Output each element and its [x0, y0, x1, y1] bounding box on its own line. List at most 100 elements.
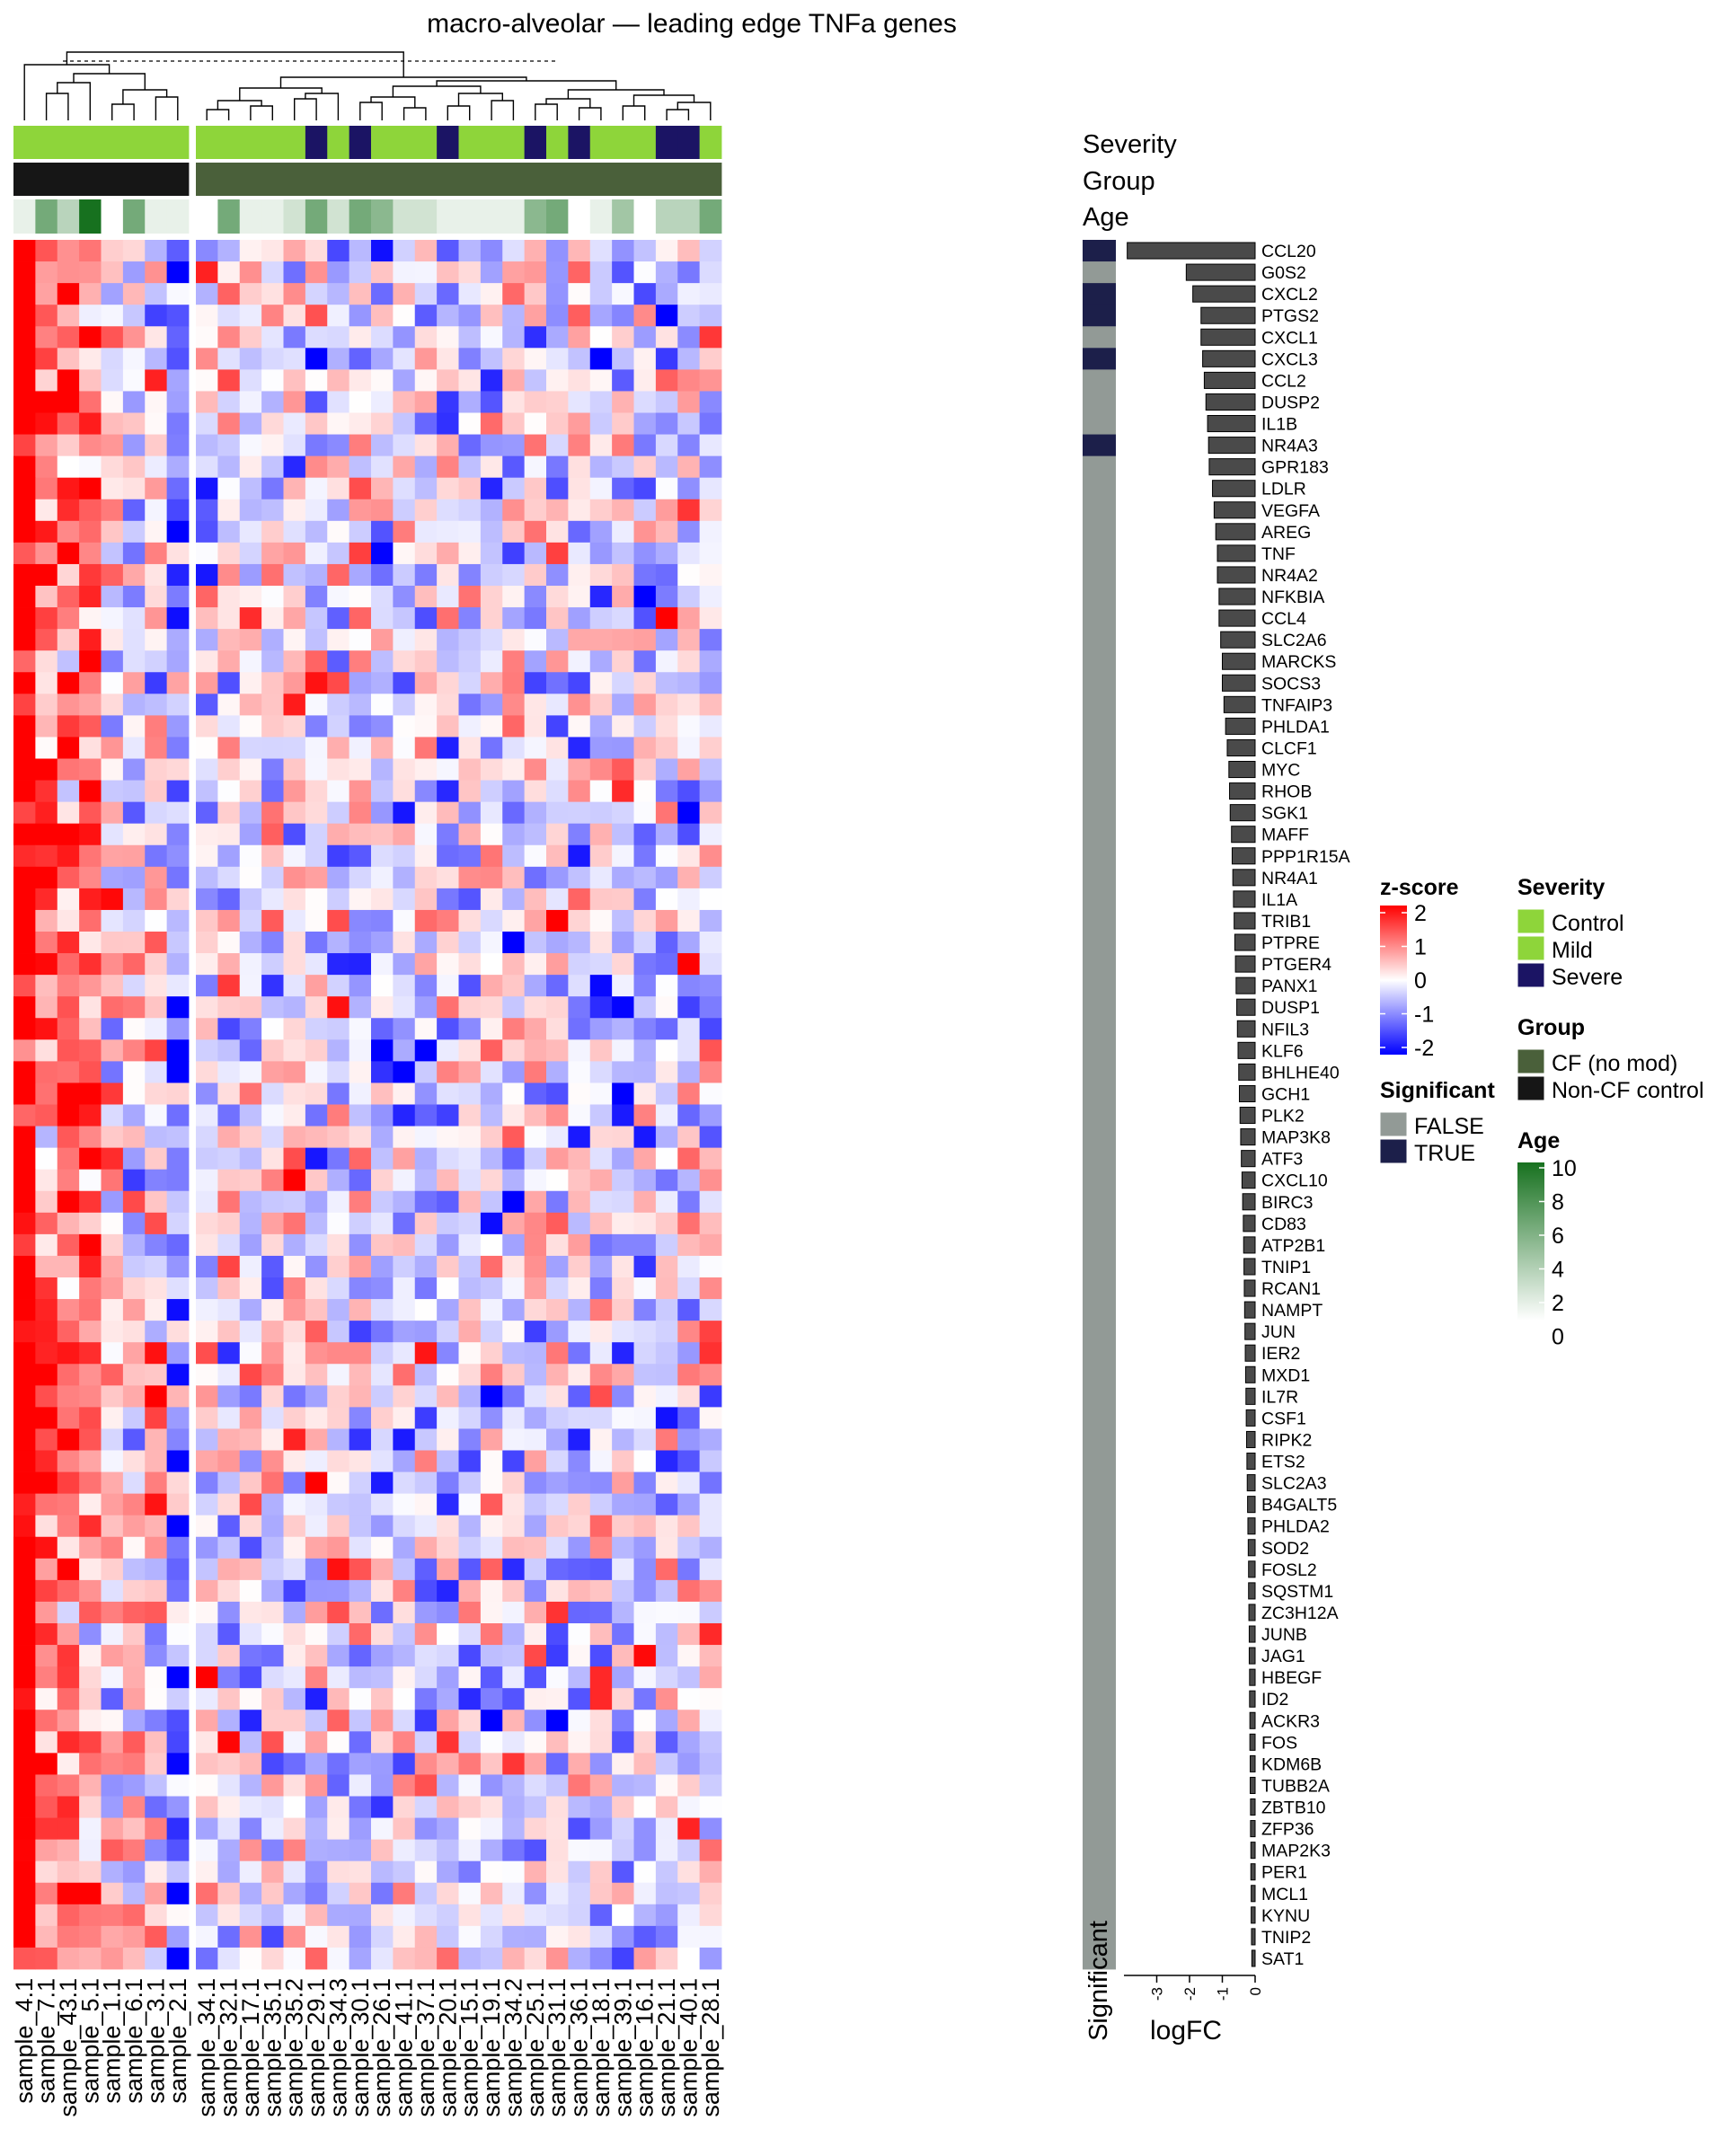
heatmap-cell	[633, 1688, 657, 1710]
significant-cell	[1083, 391, 1116, 413]
heatmap-cell	[480, 909, 503, 932]
heatmap-cell	[122, 1710, 146, 1732]
heatmap-cell	[393, 1774, 416, 1797]
heatmap-cell	[612, 1601, 634, 1624]
heatmap-cell	[349, 672, 372, 694]
heatmap-cell	[677, 909, 701, 932]
heatmap-cell	[458, 1753, 482, 1775]
heatmap-cell	[414, 586, 438, 608]
heatmap-cell	[327, 1536, 350, 1560]
sample-label: sample_16.1	[632, 1978, 659, 2117]
heatmap-cell	[166, 650, 190, 673]
heatmap-cell	[633, 1147, 657, 1171]
heatmap-cell	[546, 1061, 569, 1083]
heatmap-cell	[699, 391, 722, 413]
heatmap-cell	[305, 1645, 328, 1667]
heatmap-cell	[196, 780, 218, 803]
heatmap-cell	[633, 1536, 657, 1560]
heatmap-cell	[261, 1082, 284, 1105]
sample-label: sample_32.1	[216, 1978, 243, 2117]
age-annotation-cell	[166, 199, 190, 234]
heatmap-cell	[79, 1558, 102, 1581]
heatmap-cell	[305, 412, 328, 435]
heatmap-cell	[217, 1169, 241, 1192]
heatmap-cell	[414, 542, 438, 565]
heatmap-cell	[349, 1839, 372, 1862]
gene-label: SOCS3	[1261, 674, 1321, 694]
heatmap-cell	[122, 1925, 146, 1948]
heatmap-cell	[261, 1601, 284, 1624]
heatmap-cell	[101, 1082, 124, 1105]
sample-label: sample_26.1	[368, 1978, 395, 2117]
heatmap-cell	[480, 1126, 503, 1149]
heatmap-cell	[145, 909, 168, 932]
heatmap-cell	[546, 607, 569, 630]
significant-cell	[1083, 1212, 1116, 1235]
heatmap-cell	[677, 1753, 701, 1775]
heatmap-cell	[305, 672, 328, 694]
severity-severe-label: Severe	[1552, 965, 1623, 990]
heatmap-cell	[239, 1407, 262, 1429]
heatmap-cell	[524, 1515, 547, 1538]
heatmap-cell	[196, 434, 218, 457]
heatmap-cell	[196, 1904, 218, 1927]
heatmap-cell	[35, 1558, 58, 1581]
heatmap-cell	[261, 586, 284, 608]
heatmap-cell	[480, 1104, 503, 1127]
heatmap-cell	[458, 1601, 482, 1624]
heatmap-cell	[79, 477, 102, 500]
heatmap-cell	[633, 1471, 657, 1495]
logfc-bar	[1246, 1453, 1256, 1471]
heatmap-cell	[480, 1471, 503, 1495]
heatmap-cell	[145, 1753, 168, 1775]
heatmap-cell	[283, 1039, 306, 1062]
heatmap-cell	[480, 1947, 503, 1970]
heatmap-cell	[699, 715, 722, 738]
gene-label: SLC2A6	[1261, 631, 1327, 650]
heatmap-cell	[79, 715, 102, 738]
heatmap-cell	[612, 694, 634, 716]
heatmap-cell	[458, 1515, 482, 1538]
heatmap-cell	[57, 348, 80, 370]
heatmap-cell	[261, 1039, 284, 1062]
heatmap-cell	[371, 672, 394, 694]
heatmap-cell	[217, 975, 241, 997]
heatmap-cell	[283, 1364, 306, 1386]
heatmap-cell	[437, 1169, 459, 1192]
logfc-bar	[1235, 976, 1256, 994]
heatmap-cell	[524, 1817, 547, 1841]
logfc-bar	[1251, 1949, 1256, 1967]
heatmap-cell	[305, 305, 328, 327]
heatmap-cell	[437, 1385, 459, 1408]
heatmap-cell	[546, 1493, 569, 1516]
heatmap-cell	[122, 1471, 146, 1495]
heatmap-cell	[35, 953, 58, 976]
heatmap-cell	[305, 1255, 328, 1278]
heatmap-cell	[101, 1147, 124, 1171]
heatmap-cell	[699, 240, 722, 262]
heatmap-cell	[261, 283, 284, 305]
heatmap-cell	[13, 1428, 36, 1451]
heatmap-cell	[145, 520, 168, 543]
heatmap-cell	[458, 1666, 482, 1689]
heatmap-cell	[655, 1796, 678, 1818]
heatmap-cell	[677, 1385, 701, 1408]
sample-label: sample_35.2	[281, 1978, 308, 2117]
age-annotation-cell	[145, 199, 168, 234]
heatmap-cell	[145, 499, 168, 522]
heatmap-cell	[79, 932, 102, 954]
heatmap-cell	[655, 1666, 678, 1689]
heatmap-cell	[655, 586, 678, 608]
heatmap-cell	[612, 434, 634, 457]
heatmap-cell	[101, 563, 124, 587]
heatmap-cell	[524, 888, 547, 911]
heatmap-cell	[283, 909, 306, 932]
heatmap-cell	[371, 455, 394, 479]
logfc-bar	[1250, 1754, 1256, 1772]
gene-label: NAMPT	[1261, 1301, 1322, 1321]
logfc-bar	[1243, 1215, 1256, 1233]
heatmap-cell	[283, 1385, 306, 1408]
heatmap-cell	[458, 1126, 482, 1149]
heatmap-cell	[633, 823, 657, 846]
heatmap-cell	[371, 1860, 394, 1884]
